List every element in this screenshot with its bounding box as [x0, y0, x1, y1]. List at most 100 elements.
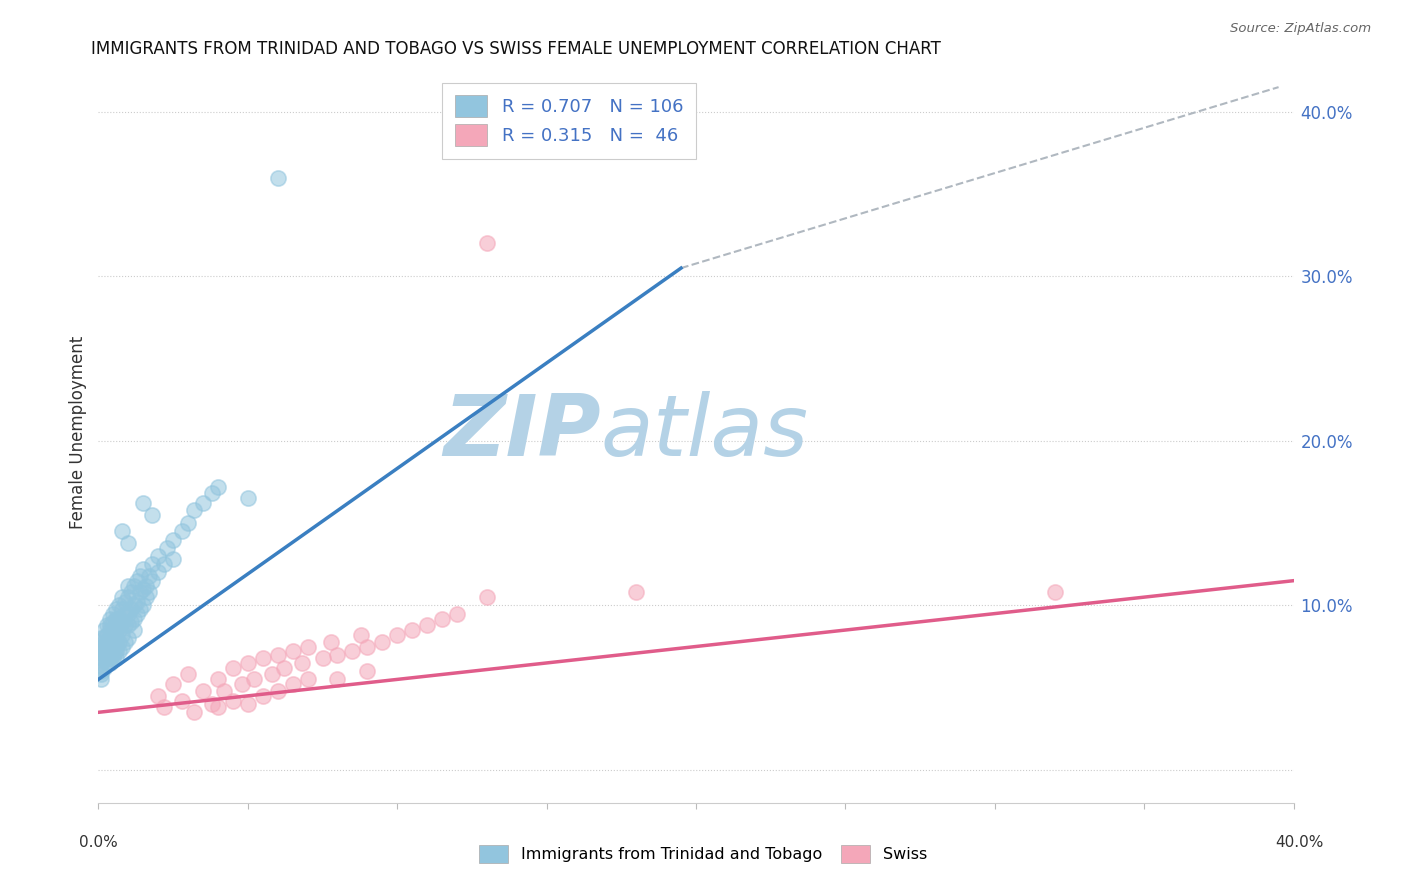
- Point: [105, 618, 128, 632]
- Point: [103, 615, 125, 629]
- Point: [111, 590, 134, 604]
- Point: [124, 623, 146, 637]
- Text: Source: ZipAtlas.com: Source: ZipAtlas.com: [1230, 22, 1371, 36]
- Point: [108, 618, 131, 632]
- Point: [172, 524, 194, 539]
- Point: [141, 558, 163, 572]
- Point: [243, 673, 266, 687]
- Point: [117, 536, 139, 550]
- Point: [172, 694, 194, 708]
- Point: [108, 623, 131, 637]
- Point: [297, 673, 319, 687]
- Legend: R = 0.707   N = 106, R = 0.315   N =  46: R = 0.707 N = 106, R = 0.315 N = 46: [441, 83, 696, 159]
- Point: [326, 648, 349, 662]
- Point: [111, 628, 134, 642]
- Point: [124, 579, 146, 593]
- Point: [281, 677, 304, 691]
- Text: ZIP: ZIP: [443, 391, 600, 475]
- Point: [93, 644, 115, 658]
- Point: [356, 640, 378, 654]
- Point: [138, 568, 160, 582]
- Point: [201, 697, 224, 711]
- Point: [90, 667, 112, 681]
- Point: [273, 661, 295, 675]
- Point: [236, 656, 259, 670]
- Point: [105, 640, 128, 654]
- Point: [96, 656, 118, 670]
- Point: [342, 644, 364, 658]
- Point: [105, 611, 128, 625]
- Text: IMMIGRANTS FROM TRINIDAD AND TOBAGO VS SWISS FEMALE UNEMPLOYMENT CORRELATION CHA: IMMIGRANTS FROM TRINIDAD AND TOBAGO VS S…: [91, 40, 941, 58]
- Point: [267, 170, 290, 185]
- Point: [127, 595, 149, 609]
- Point: [236, 697, 259, 711]
- Point: [183, 706, 205, 720]
- Point: [267, 684, 290, 698]
- Point: [311, 651, 333, 665]
- Point: [103, 623, 125, 637]
- Point: [252, 651, 274, 665]
- Y-axis label: Female Unemployment: Female Unemployment: [69, 336, 87, 529]
- Point: [108, 599, 131, 613]
- Point: [90, 644, 112, 658]
- Point: [120, 615, 142, 629]
- Point: [93, 648, 115, 662]
- Point: [120, 585, 142, 599]
- Point: [350, 628, 373, 642]
- Point: [177, 667, 200, 681]
- Point: [105, 632, 128, 646]
- Point: [475, 590, 498, 604]
- Point: [98, 618, 122, 632]
- Point: [96, 628, 118, 642]
- Point: [96, 618, 118, 632]
- Point: [148, 689, 170, 703]
- Point: [117, 632, 139, 646]
- Point: [114, 607, 136, 621]
- Point: [105, 601, 128, 615]
- Point: [132, 562, 155, 576]
- Point: [281, 644, 304, 658]
- Point: [108, 611, 131, 625]
- Point: [475, 236, 498, 251]
- Point: [162, 677, 184, 691]
- Point: [98, 644, 122, 658]
- Point: [207, 673, 229, 687]
- Point: [153, 558, 176, 572]
- Point: [117, 618, 139, 632]
- Point: [191, 684, 214, 698]
- Point: [148, 566, 170, 580]
- Point: [212, 684, 235, 698]
- Point: [90, 664, 112, 678]
- Point: [236, 491, 259, 506]
- Point: [98, 623, 122, 637]
- Point: [162, 533, 184, 547]
- Point: [191, 496, 214, 510]
- Point: [222, 694, 245, 708]
- Point: [103, 651, 125, 665]
- Point: [90, 656, 112, 670]
- Point: [105, 623, 128, 637]
- Text: atlas: atlas: [600, 391, 808, 475]
- Point: [132, 599, 155, 613]
- Point: [231, 677, 253, 691]
- Point: [105, 644, 128, 658]
- Point: [207, 700, 229, 714]
- Point: [385, 628, 409, 642]
- Point: [153, 700, 176, 714]
- Point: [162, 552, 184, 566]
- Point: [111, 601, 134, 615]
- Point: [114, 595, 136, 609]
- Point: [129, 585, 152, 599]
- Point: [127, 607, 149, 621]
- Point: [117, 579, 139, 593]
- Text: 40.0%: 40.0%: [1275, 836, 1323, 850]
- Point: [401, 623, 423, 637]
- Point: [129, 601, 152, 615]
- Point: [108, 644, 131, 658]
- Point: [96, 644, 118, 658]
- Point: [117, 590, 139, 604]
- Point: [98, 611, 122, 625]
- Point: [626, 585, 648, 599]
- Point: [117, 607, 139, 621]
- Point: [291, 656, 314, 670]
